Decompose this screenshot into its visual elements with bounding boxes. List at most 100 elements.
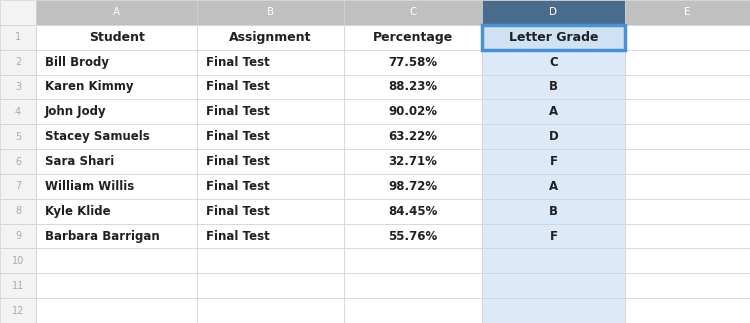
Bar: [482, 174, 625, 199]
Text: Final Test: Final Test: [206, 130, 270, 143]
Text: 9: 9: [15, 231, 21, 241]
Bar: [36, 224, 197, 248]
Text: 77.58%: 77.58%: [388, 56, 437, 68]
Text: 90.02%: 90.02%: [388, 105, 437, 118]
Bar: [197, 124, 344, 149]
Bar: [0, 174, 36, 199]
Bar: [197, 273, 344, 298]
Text: Letter Grade: Letter Grade: [509, 31, 598, 44]
Bar: [625, 0, 750, 25]
Text: B: B: [267, 7, 274, 17]
Text: Assignment: Assignment: [230, 31, 312, 44]
Bar: [36, 25, 197, 50]
Text: Final Test: Final Test: [206, 230, 270, 243]
Bar: [36, 75, 197, 99]
Text: 63.22%: 63.22%: [388, 130, 437, 143]
Bar: [0, 248, 36, 273]
Bar: [482, 248, 625, 273]
Bar: [625, 99, 750, 124]
Bar: [625, 75, 750, 99]
Bar: [344, 50, 482, 75]
Text: 8: 8: [15, 206, 21, 216]
Text: D: D: [548, 130, 558, 143]
Text: Stacey Samuels: Stacey Samuels: [45, 130, 150, 143]
Text: William Willis: William Willis: [45, 180, 134, 193]
Bar: [344, 75, 482, 99]
Text: Student: Student: [88, 31, 145, 44]
Text: Bill Brody: Bill Brody: [45, 56, 109, 68]
Bar: [482, 273, 625, 298]
Text: 10: 10: [12, 256, 24, 266]
Bar: [482, 149, 625, 174]
Text: Final Test: Final Test: [206, 105, 270, 118]
Bar: [0, 149, 36, 174]
Text: A: A: [549, 105, 558, 118]
Text: 3: 3: [15, 82, 21, 92]
Bar: [625, 124, 750, 149]
Text: Kyle Klide: Kyle Klide: [45, 205, 111, 218]
Text: Karen Kimmy: Karen Kimmy: [45, 80, 134, 93]
Bar: [197, 298, 344, 323]
Text: Barbara Barrigan: Barbara Barrigan: [45, 230, 160, 243]
Bar: [0, 298, 36, 323]
Text: 32.71%: 32.71%: [388, 155, 437, 168]
Bar: [625, 298, 750, 323]
Bar: [197, 149, 344, 174]
Bar: [36, 99, 197, 124]
Text: C: C: [549, 56, 558, 68]
Bar: [344, 99, 482, 124]
Text: Final Test: Final Test: [206, 56, 270, 68]
Bar: [344, 25, 482, 50]
Bar: [0, 50, 36, 75]
Bar: [197, 99, 344, 124]
Text: 2: 2: [15, 57, 21, 67]
Text: F: F: [550, 230, 557, 243]
Bar: [482, 0, 625, 25]
Bar: [625, 174, 750, 199]
Bar: [625, 248, 750, 273]
Bar: [344, 248, 482, 273]
Bar: [482, 25, 625, 50]
Text: 6: 6: [15, 157, 21, 166]
Bar: [36, 248, 197, 273]
Bar: [197, 75, 344, 99]
Text: 7: 7: [15, 181, 21, 191]
Bar: [0, 199, 36, 224]
Bar: [36, 50, 197, 75]
Bar: [36, 149, 197, 174]
Text: 5: 5: [15, 132, 21, 142]
Bar: [625, 25, 750, 50]
Text: 11: 11: [12, 281, 24, 291]
Bar: [482, 50, 625, 75]
Text: Final Test: Final Test: [206, 205, 270, 218]
Bar: [344, 0, 482, 25]
Bar: [482, 99, 625, 124]
Text: 98.72%: 98.72%: [388, 180, 437, 193]
Bar: [36, 273, 197, 298]
Bar: [0, 224, 36, 248]
Bar: [482, 298, 625, 323]
Text: A: A: [549, 180, 558, 193]
Text: A: A: [113, 7, 120, 17]
Bar: [0, 75, 36, 99]
Text: John Jody: John Jody: [45, 105, 106, 118]
Bar: [197, 25, 344, 50]
Bar: [197, 248, 344, 273]
Bar: [482, 224, 625, 248]
Bar: [0, 0, 36, 25]
Bar: [344, 174, 482, 199]
Text: C: C: [410, 7, 416, 17]
Bar: [344, 124, 482, 149]
Bar: [625, 149, 750, 174]
Text: Final Test: Final Test: [206, 155, 270, 168]
Bar: [482, 75, 625, 99]
Text: 88.23%: 88.23%: [388, 80, 437, 93]
Text: B: B: [549, 80, 558, 93]
Text: 55.76%: 55.76%: [388, 230, 437, 243]
Bar: [344, 298, 482, 323]
Bar: [625, 273, 750, 298]
Bar: [36, 298, 197, 323]
Bar: [625, 199, 750, 224]
Bar: [197, 224, 344, 248]
Bar: [197, 199, 344, 224]
